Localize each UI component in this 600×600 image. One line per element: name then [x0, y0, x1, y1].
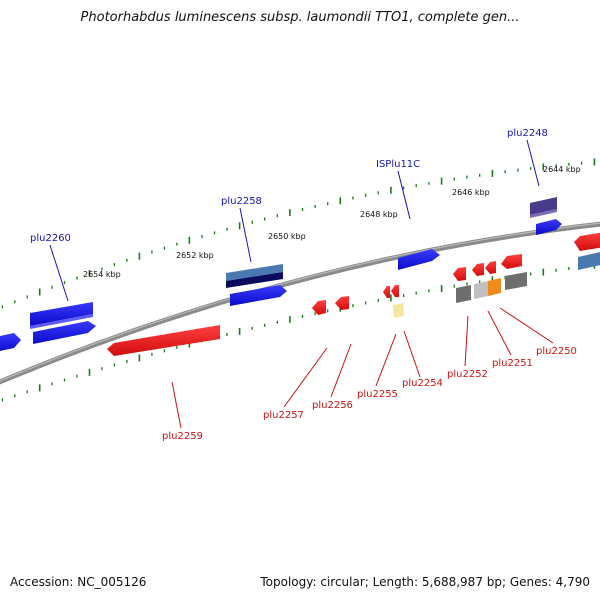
label-plu2257[interactable]: plu2257 [263, 410, 304, 421]
label-plu2259[interactable]: plu2259 [162, 431, 203, 442]
label-plu2250[interactable]: plu2250 [536, 346, 577, 357]
gene-plu2259[interactable] [107, 325, 220, 356]
leader-plu2252 [464, 315, 469, 367]
gene-plu2251-b[interactable] [474, 281, 488, 299]
gene-plu2258-b[interactable] [230, 285, 287, 306]
coord-label-2654: 2654 kbp [83, 270, 121, 279]
gene-plu2260-a[interactable] [30, 302, 93, 329]
label-plu2252[interactable]: plu2252 [447, 369, 488, 380]
label-plu2258[interactable]: plu2258 [221, 196, 262, 207]
label-plu2260[interactable]: plu2260 [30, 233, 71, 244]
coord-label-2646: 2646 kbp [452, 188, 490, 197]
leader-plu2250 [499, 307, 554, 344]
leader-plu2257 [283, 347, 328, 408]
label-plu2256[interactable]: plu2256 [312, 400, 353, 411]
gene-plu2252-b[interactable] [456, 285, 471, 303]
map-title: Photorhabdus luminescens subsp. laumondi… [80, 10, 520, 25]
gene-reverse-right-edge[interactable] [574, 232, 600, 251]
leader-plu2254 [403, 330, 421, 378]
gene-plu2248-b[interactable] [536, 219, 562, 235]
gene-ISPlu11C[interactable] [398, 249, 440, 270]
gene-plu2255[interactable] [383, 285, 399, 298]
gene-plu2251-a[interactable] [472, 263, 484, 276]
gene-plu2252-a[interactable] [453, 267, 466, 281]
label-ISPlu11C[interactable]: ISPlu11C [376, 159, 420, 170]
label-plu2255[interactable]: plu2255 [357, 389, 398, 400]
gene-forward-right-edge[interactable] [578, 251, 600, 270]
leader-plu2248 [526, 139, 540, 187]
gene-plu2250-b[interactable] [488, 272, 527, 296]
coord-label-2648: 2648 kbp [360, 210, 398, 219]
gene-plu2260-b[interactable] [33, 321, 96, 344]
leader-plu2258 [239, 207, 252, 263]
leader-plu2260 [49, 244, 69, 302]
label-plu2251[interactable]: plu2251 [492, 358, 533, 369]
accession-text: Accession: NC_005126 [10, 575, 147, 589]
gene-plu2250-a[interactable] [485, 254, 522, 274]
genome-summary-text: Topology: circular; Length: 5,688,987 bp… [260, 575, 590, 589]
inner-tick-ring [1, 261, 596, 402]
gene-plu2257[interactable] [312, 300, 326, 315]
gene-plu2254[interactable] [393, 303, 404, 318]
gene-forward-left-edge[interactable] [0, 333, 21, 352]
leader-plu2251 [487, 310, 512, 356]
leader-ISPlu11C [397, 170, 411, 220]
leader-plu2259 [171, 381, 182, 429]
gene-plu2256[interactable] [335, 296, 349, 310]
label-plu2254[interactable]: plu2254 [402, 378, 443, 389]
outer-tick-ring [1, 158, 596, 309]
genome-backbone-highlight [0, 222, 600, 382]
coord-label-2650: 2650 kbp [268, 232, 306, 241]
leader-plu2256 [330, 343, 352, 398]
genome-backbone [0, 221, 600, 385]
coord-label-2652: 2652 kbp [176, 251, 214, 260]
gene-plu2258-a[interactable] [226, 264, 283, 288]
leader-plu2255 [375, 333, 397, 387]
gene-plu2248-a[interactable] [530, 197, 557, 218]
label-plu2248[interactable]: plu2248 [507, 128, 548, 139]
coord-label-2644: 2644 kbp [543, 165, 581, 174]
